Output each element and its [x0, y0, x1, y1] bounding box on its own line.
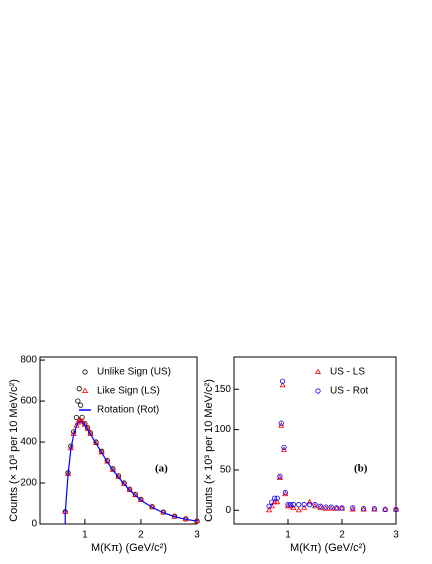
annotation: (b) [354, 463, 368, 475]
data-point [349, 506, 356, 512]
legend-swatch [314, 368, 322, 374]
legend-label: Unlike Sign (US) [97, 367, 171, 378]
data-point [290, 504, 297, 510]
data-point [281, 444, 287, 450]
data-point [301, 502, 307, 508]
data-point [382, 506, 389, 512]
data-point [276, 474, 283, 481]
data-point [282, 490, 289, 497]
annotation: (a) [155, 463, 168, 475]
data-point [382, 506, 388, 513]
data-point [268, 502, 275, 509]
x-tick-label: 1 [82, 530, 88, 541]
series-line [64, 420, 198, 524]
data-point [288, 502, 294, 508]
plot-frame [233, 356, 397, 525]
data-point [301, 504, 308, 510]
y-tick-label: 0 [31, 519, 37, 530]
plot-frame [39, 356, 198, 525]
data-point [323, 504, 329, 510]
data-point [279, 378, 286, 384]
data-point [287, 502, 294, 509]
data-point [306, 498, 313, 505]
x-axis-label: M(Kπ) (GeV/c²) [91, 542, 167, 554]
legend-swatch [82, 369, 88, 375]
legend-label: US - Rot [330, 386, 369, 397]
x-tick-label: 2 [339, 530, 345, 541]
x-axis-label: M(Kπ) (GeV/c²) [290, 542, 366, 554]
legend-label: Like Sign (LS) [97, 386, 160, 397]
data-point [274, 498, 281, 505]
data-point [87, 430, 94, 436]
y-tick-label: 200 [20, 478, 37, 489]
data-point [350, 505, 356, 511]
data-point [312, 502, 318, 508]
data-point [295, 506, 302, 513]
y-tick-label: 800 [20, 355, 37, 366]
data-point [274, 495, 280, 501]
y-axis-label: Counts (× 10³ per 10 MeV/c²) [203, 379, 215, 522]
data-point [360, 506, 367, 512]
legend-label: Rotation (Rot) [97, 405, 159, 416]
x-tick-label: 3 [393, 530, 399, 541]
data-point [296, 502, 302, 508]
data-point [266, 506, 273, 513]
data-point [266, 503, 272, 509]
y-tick-label: 600 [20, 396, 37, 407]
y-tick-label: 100 [214, 424, 231, 435]
y-tick-label: 150 [214, 384, 231, 395]
legend-label: US - LS [330, 367, 365, 378]
data-point [306, 502, 313, 508]
data-point [279, 381, 286, 388]
x-tick-label: 2 [138, 530, 144, 541]
data-point [290, 502, 296, 508]
data-point [339, 505, 345, 511]
x-tick-label: 1 [285, 530, 291, 541]
data-point [277, 473, 283, 480]
legend-swatch [81, 387, 89, 393]
y-tick-label: 50 [220, 465, 232, 476]
data-point [75, 398, 81, 404]
data-point [328, 505, 335, 511]
data-point [269, 499, 275, 505]
data-point [371, 506, 377, 512]
y-tick-label: 0 [225, 505, 231, 516]
data-point [76, 386, 82, 392]
data-point [333, 505, 340, 511]
data-point [322, 505, 329, 511]
y-axis-label: Counts (× 10³ per 10 MeV/c²) [8, 379, 20, 522]
legend-swatch [315, 388, 321, 394]
data-point [328, 504, 334, 510]
data-point [282, 489, 288, 496]
data-point [393, 506, 399, 513]
data-point [311, 502, 319, 509]
data-point [317, 503, 323, 509]
data-point [392, 506, 400, 512]
data-point [317, 504, 324, 510]
data-point [78, 402, 84, 408]
y-tick-label: 400 [20, 437, 37, 448]
data-point [285, 502, 291, 508]
data-point [73, 414, 80, 421]
x-tick-label: 3 [194, 530, 200, 541]
data-point [278, 420, 284, 426]
data-point [271, 495, 278, 501]
